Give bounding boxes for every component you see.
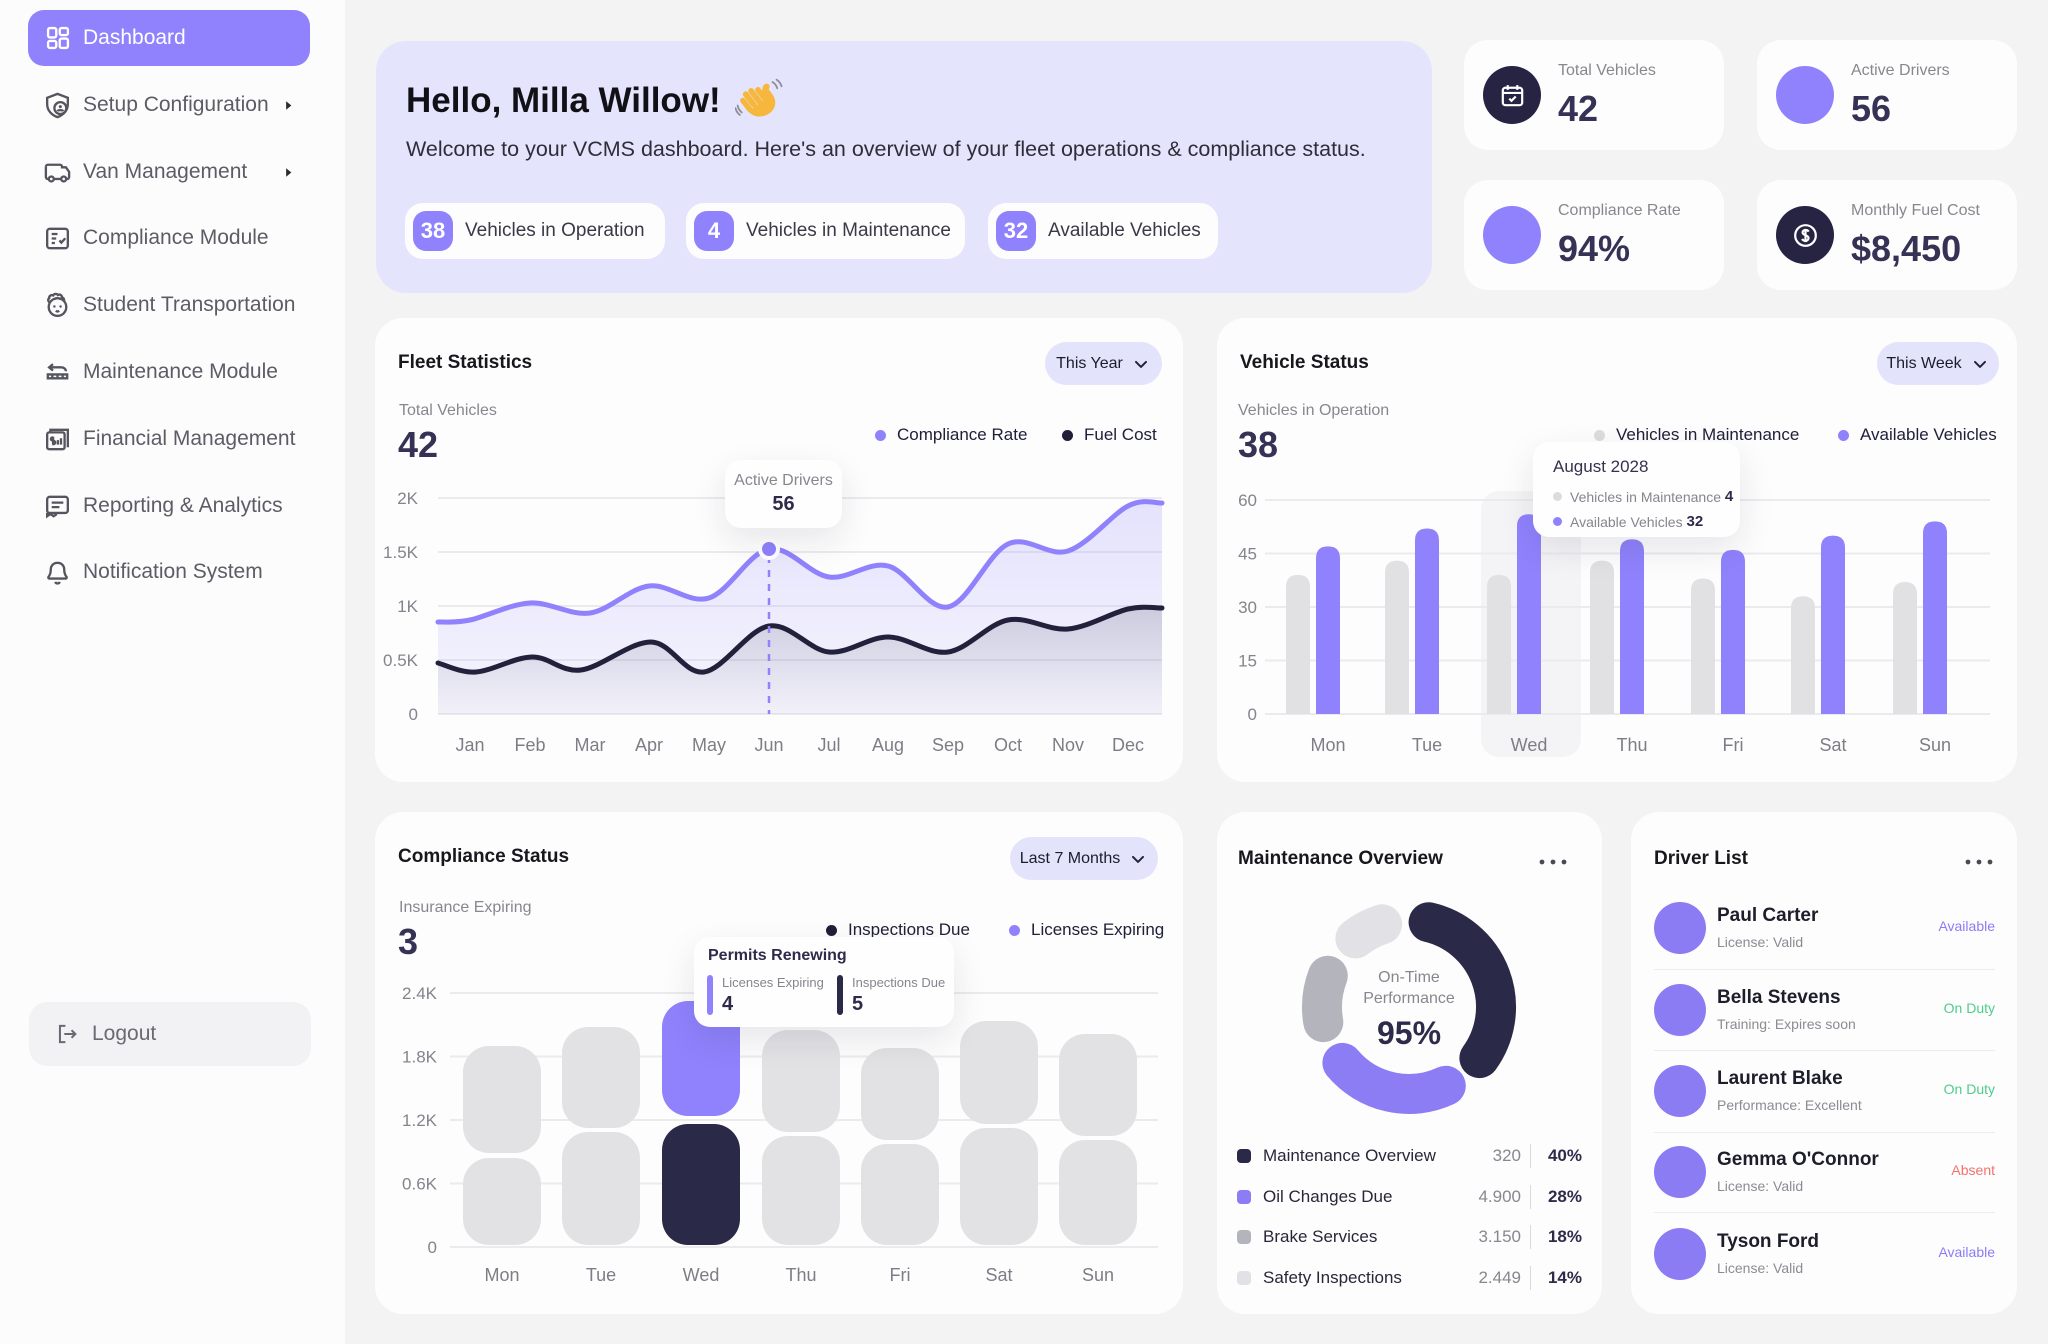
svg-text:Sat: Sat [985, 1265, 1012, 1285]
svg-text:Nov: Nov [1052, 735, 1084, 755]
svg-text:0: 0 [428, 1238, 437, 1257]
svg-text:Jun: Jun [754, 735, 783, 755]
svg-text:Aug: Aug [872, 735, 904, 755]
svg-text:Tue: Tue [586, 1265, 616, 1285]
svg-text:30: 30 [1238, 598, 1257, 617]
svg-text:Mon: Mon [1310, 735, 1345, 755]
svg-text:1.8K: 1.8K [402, 1048, 438, 1067]
svg-text:Mon: Mon [484, 1265, 519, 1285]
svg-text:60: 60 [1238, 491, 1257, 510]
svg-text:Fri: Fri [890, 1265, 911, 1285]
svg-text:2K: 2K [397, 489, 418, 508]
svg-text:1.2K: 1.2K [402, 1111, 438, 1130]
svg-text:1.5K: 1.5K [383, 543, 419, 562]
svg-text:Jan: Jan [455, 735, 484, 755]
svg-text:Wed: Wed [1511, 735, 1548, 755]
svg-text:15: 15 [1238, 652, 1257, 671]
svg-text:Sun: Sun [1919, 735, 1951, 755]
svg-text:Thu: Thu [1616, 735, 1647, 755]
svg-text:0.6K: 0.6K [402, 1175, 438, 1194]
svg-text:May: May [692, 735, 726, 755]
svg-text:Wed: Wed [683, 1265, 720, 1285]
svg-text:Apr: Apr [635, 735, 663, 755]
svg-text:Tue: Tue [1412, 735, 1442, 755]
svg-text:45: 45 [1238, 545, 1257, 564]
svg-text:Dec: Dec [1112, 735, 1144, 755]
svg-text:0: 0 [409, 705, 418, 724]
svg-text:Feb: Feb [514, 735, 545, 755]
svg-text:Mar: Mar [575, 735, 606, 755]
svg-text:Sat: Sat [1819, 735, 1846, 755]
svg-text:Oct: Oct [994, 735, 1022, 755]
svg-text:Sep: Sep [932, 735, 964, 755]
svg-text:Sun: Sun [1082, 1265, 1114, 1285]
svg-text:Jul: Jul [817, 735, 840, 755]
svg-text:Fri: Fri [1723, 735, 1744, 755]
svg-text:0.5K: 0.5K [383, 651, 419, 670]
svg-text:1K: 1K [397, 597, 418, 616]
svg-text:0: 0 [1248, 705, 1257, 724]
svg-text:Thu: Thu [785, 1265, 816, 1285]
svg-text:2.4K: 2.4K [402, 984, 438, 1003]
